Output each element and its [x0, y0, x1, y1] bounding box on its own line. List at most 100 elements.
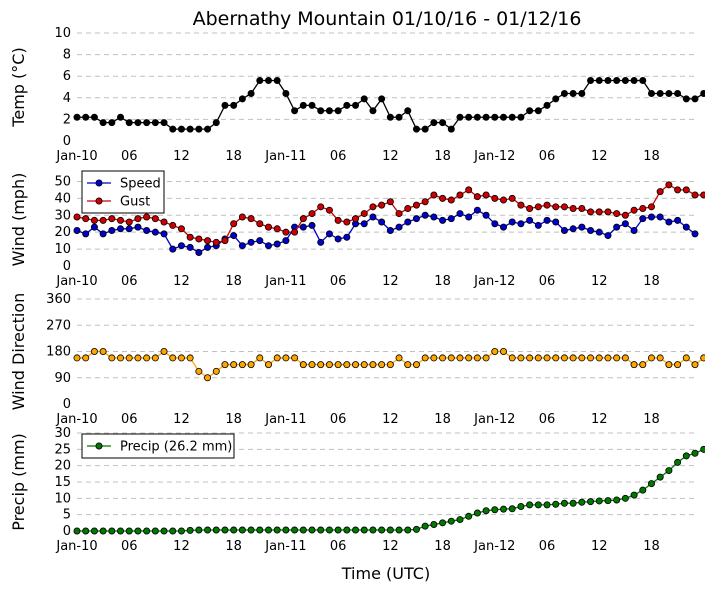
data-point	[195, 125, 203, 133]
data-point	[117, 216, 125, 224]
data-point	[412, 201, 420, 209]
y-axis-label: Precip (mm)	[9, 433, 28, 531]
x-tick-label: 12	[382, 274, 399, 289]
data-point	[177, 527, 185, 535]
data-point	[325, 206, 333, 214]
x-tick-label: 06	[121, 149, 138, 164]
legend-swatch-marker	[95, 179, 103, 187]
data-point	[700, 354, 705, 362]
data-point	[186, 526, 194, 534]
data-point	[143, 119, 151, 127]
y-tick-label: 360	[46, 292, 71, 307]
data-point	[317, 361, 325, 369]
x-tick-label: Jan-12	[473, 274, 515, 289]
y-axis-label: Temp (°C)	[9, 47, 28, 127]
data-point	[587, 77, 595, 85]
x-tick-label: 06	[539, 149, 556, 164]
y-tick-label: 4	[63, 91, 71, 106]
data-point	[500, 223, 508, 231]
data-point	[247, 238, 255, 246]
data-point	[325, 230, 333, 238]
data-point	[682, 354, 690, 362]
data-point	[212, 526, 220, 534]
data-point	[700, 191, 705, 199]
data-point	[439, 194, 447, 202]
x-tick-label: 18	[643, 412, 660, 427]
data-point	[143, 527, 151, 535]
data-point	[160, 527, 168, 535]
data-point	[90, 216, 98, 224]
data-point	[395, 113, 403, 121]
data-point	[482, 191, 490, 199]
data-point	[682, 95, 690, 103]
data-point	[117, 354, 125, 362]
data-point	[552, 95, 560, 103]
data-point	[465, 354, 473, 362]
data-point	[508, 505, 516, 513]
data-point	[282, 526, 290, 534]
data-point	[186, 125, 194, 133]
data-point	[439, 119, 447, 127]
y-tick-label: 6	[63, 69, 71, 84]
y-tick-label: 8	[63, 48, 71, 63]
data-point	[421, 211, 429, 219]
data-point	[404, 205, 412, 213]
data-point	[117, 225, 125, 233]
data-point	[613, 354, 621, 362]
data-point	[386, 226, 394, 234]
data-point	[491, 113, 499, 121]
data-point	[447, 125, 455, 133]
data-point	[169, 125, 177, 133]
data-point	[238, 95, 246, 103]
x-tick-label: Jan-10	[55, 274, 97, 289]
data-point	[421, 354, 429, 362]
data-point	[560, 89, 568, 97]
data-point	[526, 354, 534, 362]
data-point	[169, 221, 177, 229]
x-tick-label: 06	[330, 412, 347, 427]
data-point	[299, 526, 307, 534]
x-tick-label: 06	[121, 274, 138, 289]
data-point	[682, 452, 690, 460]
data-point	[378, 201, 386, 209]
data-point	[665, 218, 673, 226]
data-point	[247, 526, 255, 534]
data-point	[134, 223, 142, 231]
data-point	[500, 347, 508, 355]
data-point	[543, 354, 551, 362]
data-point	[613, 496, 621, 504]
data-point	[430, 191, 438, 199]
data-point	[508, 113, 516, 121]
data-point	[691, 95, 699, 103]
data-point	[247, 361, 255, 369]
data-point	[473, 113, 481, 121]
data-point	[230, 220, 238, 228]
data-point	[647, 354, 655, 362]
data-point	[587, 226, 595, 234]
data-point	[395, 210, 403, 218]
data-point	[360, 210, 368, 218]
data-point	[378, 218, 386, 226]
data-point	[421, 125, 429, 133]
x-tick-label: 06	[539, 274, 556, 289]
data-point	[534, 107, 542, 115]
data-point	[221, 101, 229, 109]
data-point	[560, 499, 568, 507]
data-point	[230, 361, 238, 369]
data-point	[430, 119, 438, 127]
data-point	[691, 191, 699, 199]
data-point	[291, 526, 299, 534]
y-tick-label: 10	[54, 242, 71, 257]
panel-2: 0 10 20 30 40 50 Jan-10 06 12 18 Jan-11 06 12 18 Jan-1…	[9, 170, 705, 289]
data-point	[99, 347, 107, 355]
data-point	[500, 196, 508, 204]
data-point	[691, 361, 699, 369]
y-tick-label: 270	[46, 318, 71, 333]
data-point	[421, 198, 429, 206]
data-point	[526, 107, 534, 115]
data-point	[134, 354, 142, 362]
y-tick-label: 50	[54, 174, 71, 189]
data-point	[378, 526, 386, 534]
data-point	[552, 354, 560, 362]
data-point	[587, 354, 595, 362]
